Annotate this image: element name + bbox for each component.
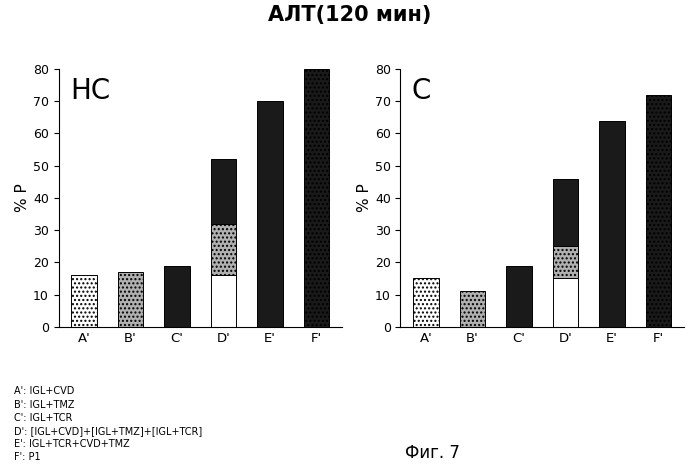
Text: АЛТ(120 мин): АЛТ(120 мин) bbox=[268, 5, 431, 25]
Text: A': IGL+CVD
B': IGL+TMZ
C': IGL+TCR
D': [IGL+CVD]+[IGL+TMZ]+[IGL+TCR]
E': IGL+TC: A': IGL+CVD B': IGL+TMZ C': IGL+TCR D': … bbox=[14, 386, 202, 462]
Bar bbox=[553, 178, 578, 246]
Bar bbox=[210, 159, 236, 224]
Bar bbox=[210, 275, 236, 327]
Bar bbox=[118, 272, 143, 327]
Bar bbox=[257, 101, 282, 327]
Bar bbox=[553, 278, 578, 327]
Bar bbox=[553, 246, 578, 278]
Bar bbox=[303, 69, 329, 327]
Text: С: С bbox=[412, 77, 431, 105]
Y-axis label: % Р: % Р bbox=[357, 184, 372, 212]
Bar bbox=[413, 278, 439, 327]
Bar bbox=[599, 120, 625, 327]
Bar bbox=[210, 224, 236, 275]
Text: Фиг. 7: Фиг. 7 bbox=[405, 444, 461, 462]
Bar bbox=[646, 95, 671, 327]
Bar bbox=[460, 291, 485, 327]
Bar bbox=[71, 275, 97, 327]
Y-axis label: % Р: % Р bbox=[15, 184, 30, 212]
Text: НС: НС bbox=[70, 77, 110, 105]
Bar bbox=[506, 266, 532, 327]
Bar bbox=[164, 266, 190, 327]
